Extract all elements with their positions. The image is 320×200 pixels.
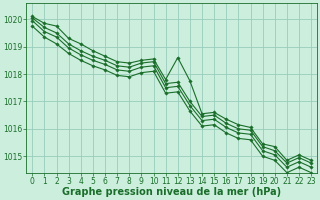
X-axis label: Graphe pression niveau de la mer (hPa): Graphe pression niveau de la mer (hPa)	[62, 187, 281, 197]
